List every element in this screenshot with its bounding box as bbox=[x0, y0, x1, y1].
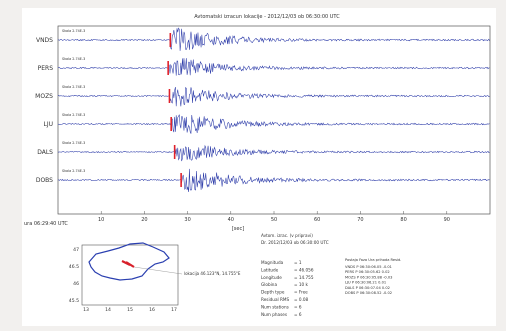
seismogram-axes-frame bbox=[57, 25, 491, 215]
scale-label: Skala 2.74E-3 bbox=[62, 169, 85, 173]
waveform bbox=[57, 144, 490, 162]
x-tick-label: 40 bbox=[228, 217, 234, 223]
trace-dobs: DOBS Skala 2.74E-3 bbox=[36, 168, 490, 193]
trace-vnds: VNDS Skala 2.74E-3 bbox=[36, 27, 490, 51]
info-label: Magnituda bbox=[261, 260, 284, 265]
info-label: Latitude bbox=[261, 267, 279, 272]
waveform bbox=[57, 86, 490, 107]
map-y-tick-label: 45.5 bbox=[69, 298, 79, 304]
map-x-tick-label: 17 bbox=[171, 307, 177, 313]
station-label: MOZS bbox=[35, 93, 53, 100]
scale-label: Skala 2.74E-3 bbox=[62, 141, 85, 145]
waveform bbox=[57, 27, 490, 51]
x-tick-label: 10 bbox=[98, 217, 104, 223]
station-label: DALS bbox=[37, 149, 53, 156]
phase-table-row: DOBS P 06:30:08.52 -0.02 bbox=[345, 291, 392, 295]
phase-table: Postaja Faza Ura prihoda Resid. VNDS P 06… bbox=[345, 258, 401, 295]
map-x-tick-label: 16 bbox=[149, 307, 155, 313]
map-x-tick-label: 13 bbox=[83, 307, 89, 313]
map-y-tick-label: 47 bbox=[73, 247, 79, 253]
event-info: Avtom. izrac. (v pripravi) Dr. 2012/12/03… bbox=[261, 233, 329, 317]
seismogram-figure: Avtomatski izracun lokacije - 2012/12/03… bbox=[24, 14, 491, 317]
trace-group: VNDS Skala 2.74E-3 PERS Skala 2.74E-3 MOZS Sk… bbox=[35, 27, 490, 193]
trace-mozs: MOZS Skala 2.74E-3 bbox=[35, 85, 490, 107]
info-value: = 6 bbox=[294, 312, 302, 317]
station-label: PERS bbox=[38, 65, 54, 72]
phase-table-row: DALS P 06:30:07.04 0.02 bbox=[345, 286, 390, 290]
x-tick-label: 60 bbox=[314, 217, 320, 223]
info-header-line: Avtom. izrac. (v pripravi) bbox=[261, 233, 313, 238]
location-map: lokacija 46.123°N, 14.755°E 47 46.5 46 45.5… bbox=[69, 242, 241, 313]
x-tick-label: 50 bbox=[271, 217, 277, 223]
trace-dals: DALS Skala 2.74E-3 bbox=[37, 141, 490, 162]
info-label: Residual RMS bbox=[261, 297, 290, 302]
info-header-line: Dr. 2012/12/03 ob 06:30:00 UTC bbox=[261, 240, 329, 245]
waveform bbox=[57, 168, 490, 193]
info-value: = 46.056 bbox=[294, 267, 314, 272]
waveform bbox=[57, 114, 490, 134]
x-tick-label: 90 bbox=[444, 217, 450, 223]
info-value: = 6 bbox=[294, 304, 302, 309]
map-x-tick-label: 15 bbox=[127, 307, 133, 313]
info-value: = 0.08 bbox=[294, 297, 308, 302]
station-label: DOBS bbox=[36, 177, 53, 184]
x-tick-label: 70 bbox=[357, 217, 363, 223]
map-frame bbox=[81, 244, 179, 306]
info-value: = 1 bbox=[294, 260, 302, 265]
scale-label: Skala 2.74E-3 bbox=[62, 57, 85, 61]
x-tick-label: 20 bbox=[141, 217, 147, 223]
phase-table-row: MOZS P 06:30:05.88 -0.03 bbox=[345, 275, 392, 279]
epicenter-marker bbox=[121, 260, 135, 268]
info-value: = Free bbox=[294, 290, 308, 295]
phase-table-row: VNDS P 06:30:06.05 -0.01 bbox=[345, 265, 392, 269]
station-label: LJU bbox=[43, 121, 53, 128]
info-value: = 14.755 bbox=[294, 275, 314, 280]
bulletin-sheet: Avtomatski izracun lokacije - 2012/12/03… bbox=[22, 8, 496, 326]
x-tick-group: 10 20 30 40 50 60 70 80 90 bbox=[98, 211, 450, 223]
x-axis-label: [sec] bbox=[232, 226, 244, 232]
x-tick-label: 80 bbox=[400, 217, 406, 223]
x-tick-label: 30 bbox=[184, 217, 190, 223]
info-label: Depth type bbox=[261, 290, 285, 295]
map-tick-group: 47 46.5 46 45.5 13 14 15 16 17 bbox=[69, 247, 177, 313]
trace-pers: PERS Skala 2.74E-3 bbox=[38, 57, 490, 76]
slovenia-outline bbox=[88, 242, 170, 281]
info-label: Num stations bbox=[261, 304, 289, 309]
map-note: lokacija 46.123°N, 14.755°E bbox=[184, 271, 241, 276]
x-start-label: ura 06:29:40 UTC bbox=[24, 221, 68, 227]
phase-table-row: LJU P 06:30:06.21 0.01 bbox=[345, 281, 386, 285]
station-label: VNDS bbox=[36, 37, 53, 44]
scale-label: Skala 2.74E-3 bbox=[62, 113, 85, 117]
map-y-tick-label: 46.5 bbox=[69, 264, 79, 270]
waveform bbox=[57, 58, 490, 76]
scale-label: Skala 2.74E-3 bbox=[62, 85, 85, 89]
info-value: = 10 k bbox=[294, 282, 308, 287]
info-label: Globina bbox=[261, 282, 277, 287]
map-leader-line bbox=[133, 266, 183, 275]
phase-table-header: Postaja Faza Ura prihoda Resid. bbox=[345, 258, 401, 262]
chart-title: Avtomatski izracun lokacije - 2012/12/03… bbox=[194, 14, 340, 20]
trace-lju: LJU Skala 2.74E-3 bbox=[43, 113, 490, 134]
info-label: Num phases bbox=[261, 312, 287, 317]
info-label: Longitude bbox=[261, 275, 282, 280]
phase-table-row: PERS P 06:30:05.62 0.02 bbox=[345, 270, 390, 274]
map-y-tick-label: 46 bbox=[73, 281, 79, 287]
scale-label: Skala 2.74E-3 bbox=[62, 29, 85, 33]
map-x-tick-label: 14 bbox=[105, 307, 111, 313]
